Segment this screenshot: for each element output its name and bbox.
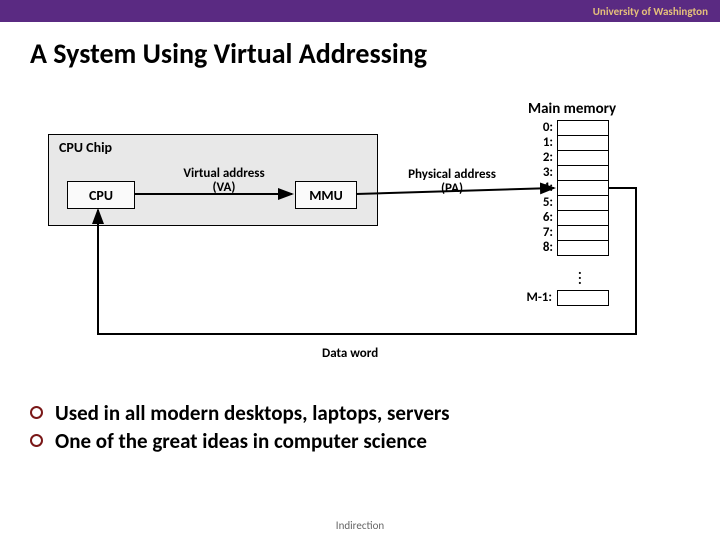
cpu-chip-label: CPU Chip [59, 139, 112, 156]
header-bar: University of Washington [0, 0, 720, 22]
mem-cell [557, 240, 609, 256]
mem-cell [557, 225, 609, 241]
va-line1: Virtual address [183, 166, 264, 181]
bullet-text: Used in all modern desktops, laptops, se… [55, 400, 450, 426]
pa-line2: (PA) [441, 181, 463, 196]
pa-line1: Physical address [408, 167, 496, 182]
mem-idx-8: 8: [543, 240, 553, 256]
mem-idx-7: 7: [543, 225, 553, 241]
header-org: University of Washington [593, 5, 708, 18]
bullet-item: One of the great ideas in computer scien… [30, 428, 690, 454]
bullet-marker-icon [30, 434, 43, 447]
memory-vdots: ... [578, 267, 582, 282]
mem-cell [557, 135, 609, 151]
va-label: Virtual address (VA) [169, 167, 279, 196]
mem-idx-2: 2: [543, 150, 553, 166]
bullet-marker-icon [30, 406, 43, 419]
mem-idx-6: 6: [543, 210, 553, 226]
mem-cell [557, 150, 609, 166]
mem-cell [557, 120, 609, 136]
mem-cell [557, 165, 609, 181]
mem-idx-3: 3: [543, 165, 553, 181]
slide-title: A System Using Virtual Addressing [30, 36, 720, 71]
mem-cell [557, 210, 609, 226]
mem-idx-0: 0: [543, 120, 553, 136]
main-memory-label: Main memory [528, 100, 616, 118]
mem-cell [557, 180, 609, 196]
mem-idx-5: 5: [543, 195, 553, 211]
mmu-box: MMU [295, 181, 357, 209]
diagram: Main memory CPU Chip CPU MMU Virtual add… [0, 100, 720, 370]
bullet-list: Used in all modern desktops, laptops, se… [30, 400, 690, 457]
va-line2: (VA) [213, 180, 236, 195]
cpu-box: CPU [67, 181, 135, 209]
footer-text: Indirection [0, 519, 720, 532]
mem-idx-1: 1: [543, 135, 553, 151]
data-word-label: Data word [322, 346, 378, 361]
cpu-chip-box: CPU Chip CPU MMU Virtual address (VA) [48, 134, 378, 226]
bullet-text: One of the great ideas in computer scien… [55, 428, 427, 454]
mem-idx-last: M-1: [500, 290, 552, 306]
memory-column: 0: 1: 2: 3: 4: 5: 6: 7: 8: [557, 120, 609, 255]
bullet-item: Used in all modern desktops, laptops, se… [30, 400, 690, 426]
mem-idx-4: 4: [543, 180, 553, 196]
pa-label: Physical address (PA) [392, 168, 512, 197]
mem-cell [557, 195, 609, 211]
mem-cell-last [557, 290, 609, 306]
